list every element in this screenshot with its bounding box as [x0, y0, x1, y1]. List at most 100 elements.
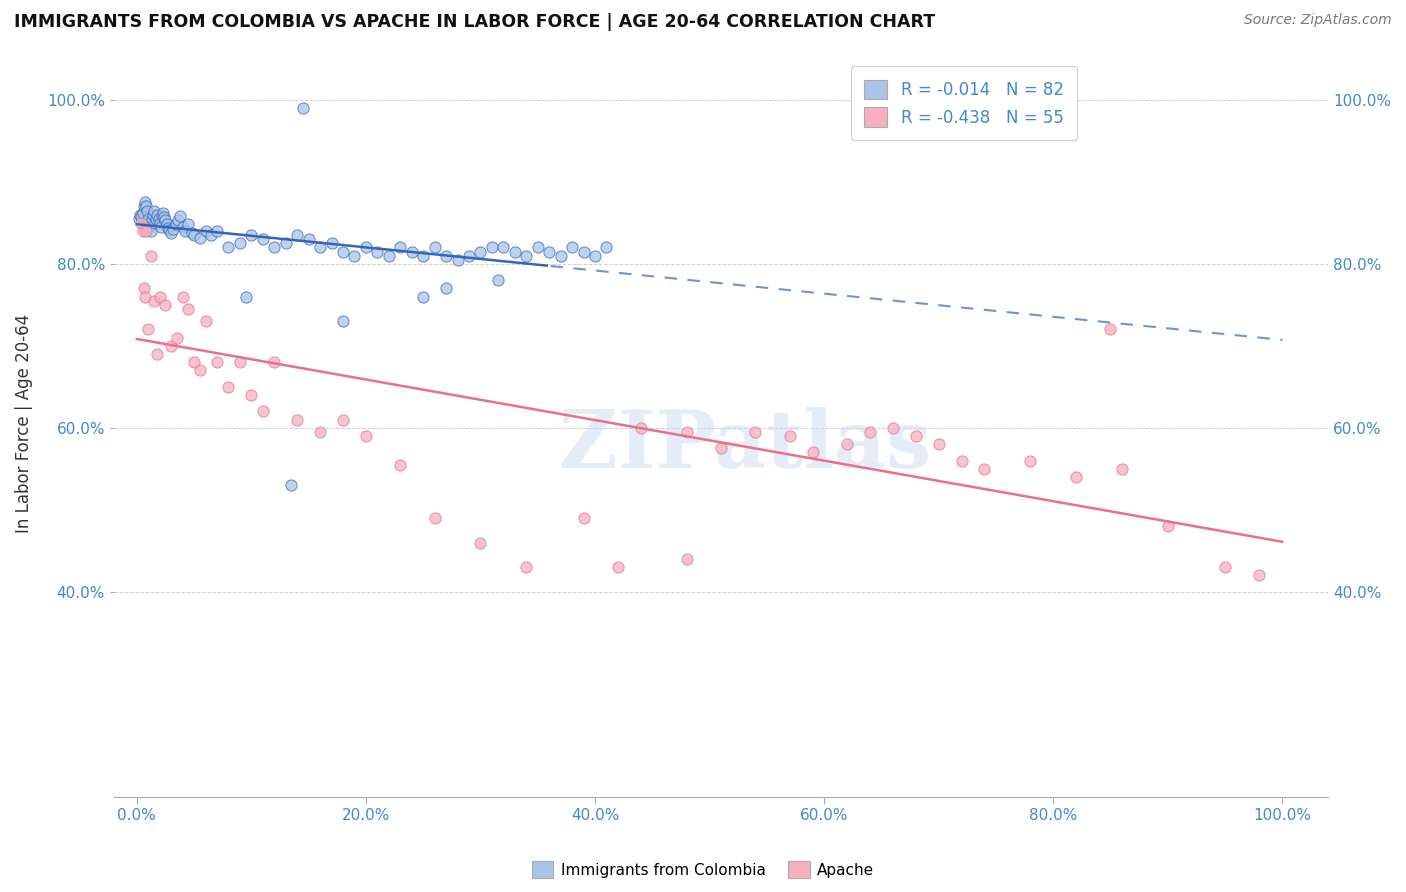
Point — [200, 228, 222, 243]
Point — [240, 228, 263, 243]
Point — [143, 216, 166, 230]
Point — [149, 216, 172, 230]
Point — [172, 290, 194, 304]
Legend: R = -0.014   N = 82, R = -0.438   N = 55: R = -0.014 N = 82, R = -0.438 N = 55 — [851, 67, 1077, 140]
Point — [470, 535, 492, 549]
Point — [131, 209, 153, 223]
Point — [263, 240, 285, 254]
Point — [174, 224, 197, 238]
Point — [583, 249, 606, 263]
Point — [434, 249, 457, 263]
Text: ZIPatlas: ZIPatlas — [560, 407, 931, 485]
Point — [138, 219, 160, 234]
Point — [274, 236, 297, 251]
Point — [139, 224, 162, 238]
Point — [801, 445, 824, 459]
Point — [194, 314, 217, 328]
Point — [149, 290, 172, 304]
Point — [165, 218, 187, 232]
Point — [538, 244, 561, 259]
Point — [229, 355, 252, 369]
Point — [148, 211, 170, 226]
Point — [412, 249, 434, 263]
Point — [515, 560, 537, 574]
Point — [280, 478, 302, 492]
Point — [1111, 462, 1133, 476]
Point — [470, 244, 492, 259]
Point — [136, 203, 159, 218]
Point — [950, 453, 973, 467]
Point — [710, 442, 733, 456]
Point — [135, 224, 157, 238]
Point — [859, 425, 882, 439]
Point — [152, 206, 174, 220]
Point — [1019, 453, 1042, 467]
Point — [205, 355, 228, 369]
Text: Source: ZipAtlas.com: Source: ZipAtlas.com — [1244, 13, 1392, 28]
Point — [183, 228, 205, 243]
Point — [235, 290, 257, 304]
Point — [160, 226, 183, 240]
Point — [188, 363, 211, 377]
Point — [928, 437, 950, 451]
Point — [343, 249, 366, 263]
Point — [128, 211, 150, 226]
Point — [141, 211, 163, 226]
Point — [332, 412, 354, 426]
Point — [835, 437, 858, 451]
Point — [172, 219, 194, 234]
Point — [142, 208, 165, 222]
Point — [155, 298, 177, 312]
Point — [166, 330, 188, 344]
Point — [354, 240, 377, 254]
Point — [252, 404, 274, 418]
Point — [155, 213, 177, 227]
Point — [298, 232, 321, 246]
Y-axis label: In Labor Force | Age 20-64: In Labor Force | Age 20-64 — [15, 314, 32, 533]
Point — [131, 216, 153, 230]
Point — [135, 199, 157, 213]
Point — [675, 552, 697, 566]
Point — [143, 293, 166, 308]
Point — [217, 240, 239, 254]
Point — [434, 281, 457, 295]
Point — [134, 195, 156, 210]
Point — [180, 226, 202, 240]
Point — [229, 236, 252, 251]
Point — [526, 240, 548, 254]
Point — [177, 218, 200, 232]
Point — [156, 220, 179, 235]
Point — [240, 388, 263, 402]
Point — [423, 240, 446, 254]
Point — [354, 429, 377, 443]
Point — [389, 458, 412, 472]
Point — [1249, 568, 1271, 582]
Point — [132, 281, 155, 295]
Point — [492, 240, 515, 254]
Point — [194, 224, 217, 238]
Point — [446, 252, 468, 267]
Point — [572, 511, 595, 525]
Point — [572, 244, 595, 259]
Point — [595, 240, 617, 254]
Point — [744, 425, 766, 439]
Point — [309, 425, 332, 439]
Point — [423, 511, 446, 525]
Point — [177, 301, 200, 316]
Point — [486, 273, 509, 287]
Point — [550, 249, 572, 263]
Point — [291, 101, 314, 115]
Point — [157, 223, 180, 237]
Point — [131, 224, 153, 238]
Point — [285, 228, 308, 243]
Point — [145, 211, 167, 226]
Point — [136, 211, 159, 226]
Point — [217, 380, 239, 394]
Point — [134, 290, 156, 304]
Point — [285, 412, 308, 426]
Point — [136, 322, 159, 336]
Point — [188, 230, 211, 244]
Point — [205, 224, 228, 238]
Point — [675, 425, 697, 439]
Point — [1157, 519, 1180, 533]
